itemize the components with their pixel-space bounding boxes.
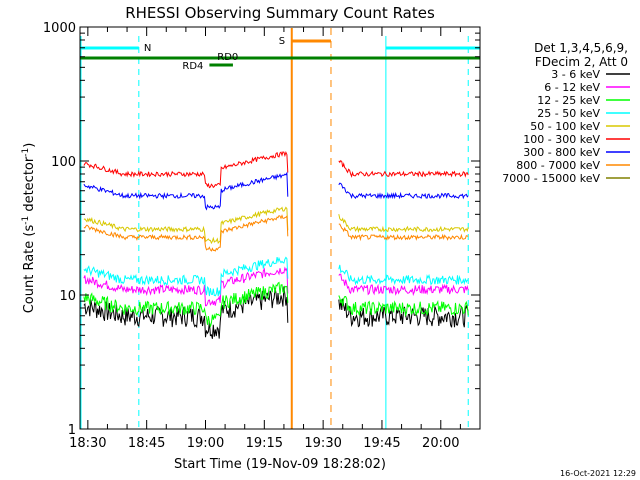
legend-entry-label: 300 - 800 keV [523, 146, 600, 159]
y-tick-label: 1000 [43, 21, 76, 36]
legend-entry-label: 12 - 25 keV [537, 94, 600, 107]
y-axis-label: Count Rate (s-1 detector-1) [21, 143, 37, 314]
x-tick-label: 18:45 [128, 436, 165, 451]
y-tick-label: 100 [51, 155, 76, 170]
x-tick-label: 19:30 [304, 436, 341, 451]
series-line [338, 214, 469, 234]
axes-frame [79, 26, 481, 430]
series-line [83, 286, 289, 339]
x-tick-label: 20:00 [422, 436, 459, 451]
tick-layer: 18:30 18:45 19:00 19:15 19:30 19:45 20:00 1 10 10… [43, 21, 480, 451]
rd4-label: RD4 [182, 61, 203, 72]
y-axis-label-sup1: -1 [21, 216, 31, 225]
legend-entry-label: 800 - 7000 keV [516, 159, 600, 172]
legend-entry-label: 50 - 100 keV [530, 120, 600, 133]
series-800-7000-kev [83, 214, 469, 252]
x-tick-label: 19:00 [187, 436, 224, 451]
x-tick-label: 19:45 [363, 436, 400, 451]
night-label: N [144, 43, 151, 54]
y-tick-label: 10 [59, 289, 76, 304]
legend-entry-label: 100 - 300 keV [523, 133, 600, 146]
y-tick-label: 1 [68, 423, 76, 438]
series-line [338, 182, 469, 200]
series-layer [83, 151, 469, 339]
series-line [338, 295, 469, 318]
y-axis-label-mid: detector [22, 156, 37, 216]
series-line [338, 159, 469, 178]
legend-entry-label: 6 - 12 keV [544, 81, 600, 94]
series-25-50-kev [83, 256, 469, 297]
series-line [83, 171, 289, 211]
legend-entry-label: 3 - 6 keV [551, 68, 600, 81]
legend-header-line-1: Det 1,3,4,5,6,9, [534, 41, 628, 55]
rd0-label: RD0 [217, 52, 238, 63]
series-line [83, 206, 289, 245]
series-line [338, 273, 469, 297]
series-line [83, 266, 289, 307]
series-line [83, 281, 289, 327]
legend-header-line-2: FDecim 2, Att 0 [535, 55, 628, 69]
y-axis-label-end: ) [22, 143, 37, 148]
chart-title: RHESSI Observing Summary Count Rates [125, 4, 435, 22]
legend-entry-label: 25 - 50 keV [537, 107, 600, 120]
footer-date: 16-Oct-2021 12:29 [560, 469, 636, 478]
y-axis-label-main: Count Rate (s [22, 225, 37, 314]
series-6-12-kev [83, 266, 469, 307]
annotation-layer: N S RD0 RD4 [80, 28, 480, 429]
x-tick-label: 18:30 [69, 436, 106, 451]
x-axis-label: Start Time (19-Nov-09 18:28:02) [174, 457, 386, 472]
series-100-300-kev [83, 151, 469, 189]
series-line [83, 256, 289, 297]
legend: Det 1,3,4,5,6,9, FDecim 2, Att 0 3 - 6 k… [502, 41, 630, 185]
series-line [83, 151, 289, 189]
legend-entry-label: 7000 - 15000 keV [502, 172, 600, 185]
series-line [83, 214, 289, 252]
series-300-800-kev [83, 171, 469, 211]
y-axis-label-sup2: -1 [21, 148, 31, 157]
series-50-100-kev [83, 206, 469, 245]
saa-label: S [279, 36, 285, 47]
series-12-25-kev [83, 281, 469, 327]
series-line [338, 223, 469, 242]
series-line [338, 264, 469, 286]
x-tick-label: 19:15 [246, 436, 283, 451]
